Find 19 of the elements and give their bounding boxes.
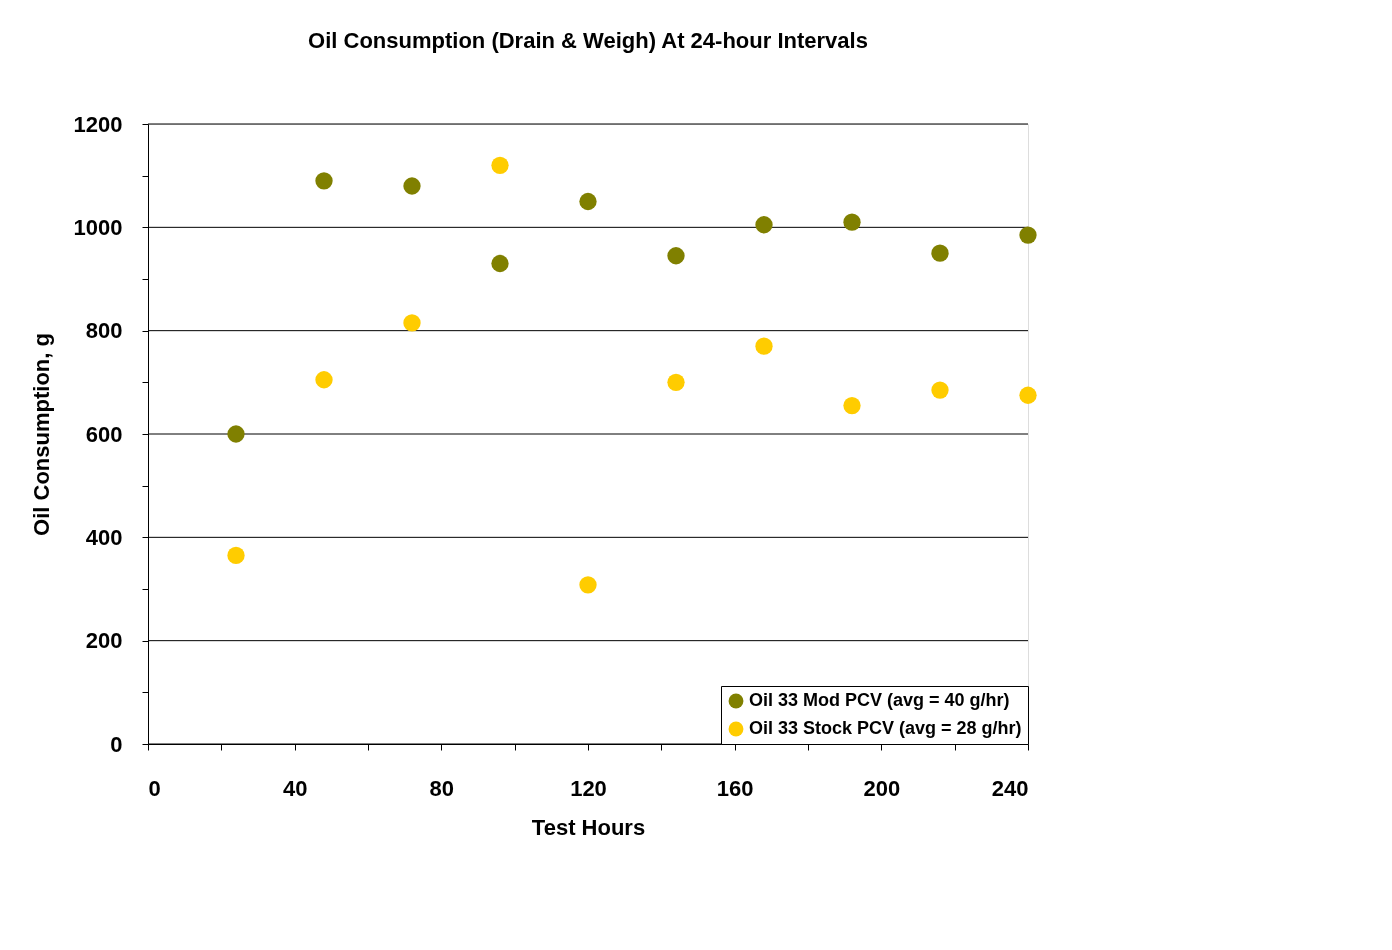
x-tick-label: 40 — [282, 775, 308, 801]
x-axis-title: Test Hours — [531, 814, 646, 840]
y-tick-label: 200 — [85, 628, 123, 654]
legend-label: Oil 33 Mod PCV (avg = 40 g/hr) — [749, 690, 1010, 710]
x-tick-label: 80 — [429, 775, 455, 801]
y-tick-label: 1200 — [73, 111, 123, 137]
x-tick-label: 0 — [148, 775, 161, 801]
chart-title: Oil Consumption (Drain & Weigh) At 24-hour Intervals — [308, 28, 868, 53]
y-axis-title: Oil Consumption, g — [28, 333, 54, 536]
x-tick-label: 120 — [570, 775, 607, 801]
y-tick-label: 1000 — [73, 214, 123, 240]
x-tick-label: 200 — [863, 775, 901, 801]
y-tick-label: 800 — [85, 318, 123, 344]
x-tick-label: 240 — [991, 775, 1029, 801]
y-tick-label: 0 — [110, 731, 123, 757]
x-tick-label: 160 — [716, 775, 754, 801]
y-tick-label: 600 — [85, 421, 123, 447]
y-tick-label: 400 — [85, 524, 123, 550]
legend-label: Oil 33 Stock PCV (avg = 28 g/hr) — [749, 718, 1022, 738]
